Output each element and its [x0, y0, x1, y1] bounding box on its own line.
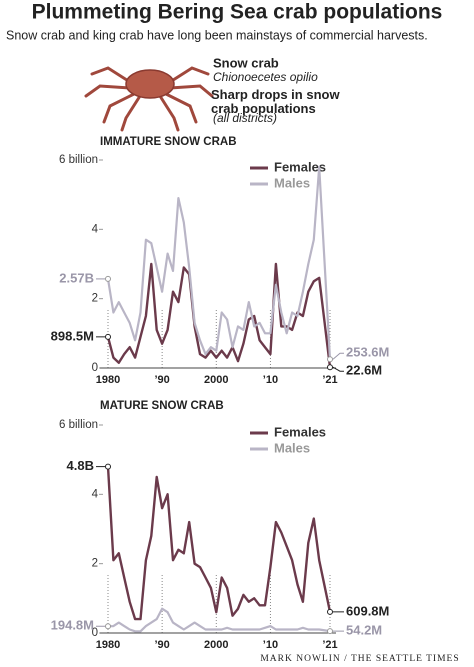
- label-dot: [105, 333, 111, 340]
- y-tick-label: 2: [92, 558, 98, 570]
- crab-illustration: [84, 66, 214, 132]
- x-tick-label: ’10: [263, 374, 278, 386]
- y-tick-label: 6 billion: [59, 154, 98, 166]
- value-label: 4.8B: [67, 458, 94, 473]
- x-tick-label: 1980: [96, 639, 120, 651]
- section-title-box: Sharp drops in snow crab populations: [211, 88, 340, 116]
- series-line: [107, 607, 331, 633]
- value-label: 194.8M: [51, 618, 94, 633]
- credit: MARK NOWLIN / THE SEATTLE TIMES: [260, 654, 459, 664]
- label-dot: [327, 628, 333, 635]
- value-label: 609.8M: [346, 603, 389, 618]
- label-dot: [105, 623, 111, 630]
- section-title: Sharp drops in snow crab populations: [211, 88, 340, 116]
- crab-name: Snow crab: [213, 55, 279, 70]
- label-dot: [105, 463, 111, 470]
- section-note: (all districts): [213, 111, 277, 125]
- x-tick-label: ’21: [322, 374, 337, 386]
- legend-label: Males: [274, 175, 310, 190]
- legend-label: Females: [274, 424, 326, 439]
- x-tick-label: ’90: [154, 374, 169, 386]
- x-tick-label: 2000: [204, 639, 228, 651]
- y-tick-label: 0: [92, 627, 98, 639]
- value-label: 253.6M: [346, 345, 389, 360]
- series-line: [106, 165, 332, 360]
- label-dot: [327, 356, 333, 363]
- label-dot: [327, 364, 333, 371]
- value-label: 2.57B: [59, 270, 94, 285]
- crab-latin-name: Chionoecetes opilio: [213, 70, 318, 84]
- x-tick-label: ’10: [263, 639, 278, 651]
- x-tick-label: 2000: [204, 374, 228, 386]
- subtitle: Snow crab and king crab have long been m…: [6, 28, 428, 42]
- legend-label: Males: [274, 440, 310, 455]
- label-dot: [105, 275, 111, 282]
- value-label: 22.6M: [346, 363, 382, 378]
- y-tick-label: 4: [92, 488, 99, 500]
- value-label: 898.5M: [51, 328, 94, 343]
- x-tick-label: ’90: [154, 639, 169, 651]
- label-dot: [327, 608, 333, 615]
- y-tick-label: 4: [92, 223, 99, 235]
- legend-label: Females: [274, 159, 326, 174]
- chart-title: IMMATURE SNOW CRAB: [100, 136, 237, 148]
- y-tick-label: 0: [92, 362, 98, 374]
- value-label: 54.2M: [346, 623, 382, 638]
- x-tick-label: ’21: [322, 639, 337, 651]
- y-tick-label: 6 billion: [59, 419, 98, 431]
- title: Plummeting Bering Sea crab populations: [32, 1, 443, 24]
- label-leader: [332, 352, 344, 360]
- chart-title: MATURE SNOW CRAB: [100, 400, 224, 412]
- y-tick-label: 2: [92, 293, 98, 305]
- x-tick-label: 1980: [96, 374, 120, 386]
- label-leader: [332, 366, 344, 372]
- series-line: [106, 466, 332, 621]
